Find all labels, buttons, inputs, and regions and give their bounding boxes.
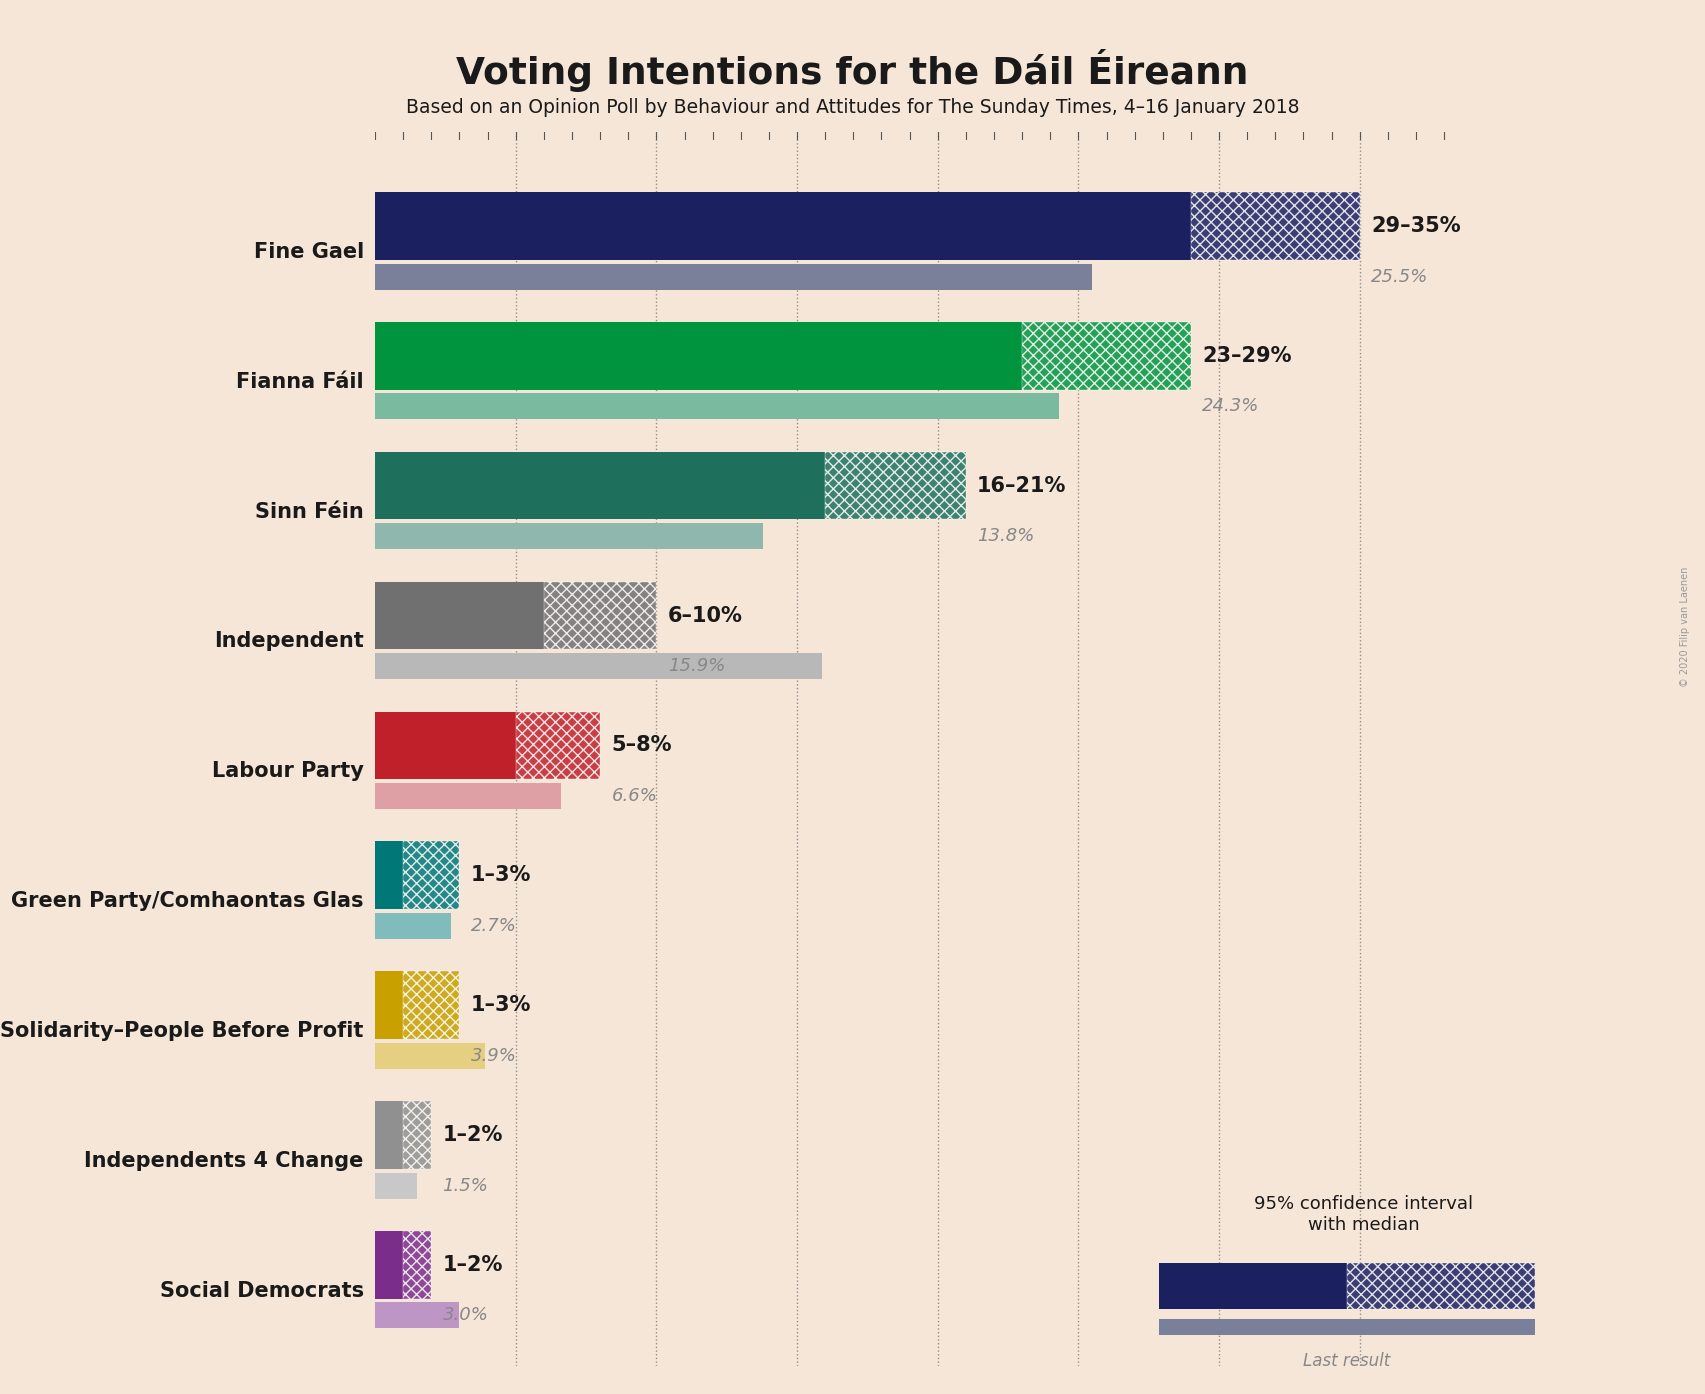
Text: 6.6%: 6.6% — [612, 788, 658, 804]
Text: 15.9%: 15.9% — [668, 657, 725, 675]
Text: 16–21%: 16–21% — [977, 475, 1067, 496]
Bar — [375, 972, 404, 1039]
Text: Independents 4 Change: Independents 4 Change — [85, 1151, 363, 1171]
Text: 1–3%: 1–3% — [471, 866, 532, 885]
Text: Social Democrats: Social Democrats — [160, 1281, 363, 1301]
Text: Labour Party: Labour Party — [211, 761, 363, 782]
Bar — [404, 1231, 431, 1299]
Bar — [375, 192, 1190, 259]
Text: Solidarity–People Before Profit: Solidarity–People Before Profit — [0, 1020, 363, 1041]
Text: Fine Gael: Fine Gael — [254, 243, 363, 262]
Text: 24.3%: 24.3% — [1202, 397, 1260, 415]
Text: 3.9%: 3.9% — [471, 1047, 517, 1065]
Bar — [375, 842, 404, 909]
Bar — [375, 1302, 460, 1328]
Bar — [375, 1231, 404, 1299]
Bar — [375, 783, 561, 809]
Bar — [375, 452, 825, 520]
Bar — [375, 263, 1093, 290]
Text: © 2020 Filip van Laenen: © 2020 Filip van Laenen — [1679, 567, 1690, 687]
Text: 1–2%: 1–2% — [443, 1255, 503, 1276]
Bar — [1159, 1319, 1534, 1340]
Text: 95% confidence interval
with median: 95% confidence interval with median — [1255, 1195, 1473, 1234]
Text: 25.5%: 25.5% — [1371, 268, 1429, 286]
Bar — [404, 1101, 431, 1168]
Bar — [375, 1101, 404, 1168]
Bar — [375, 654, 822, 679]
Bar — [1023, 322, 1190, 389]
Text: 23–29%: 23–29% — [1202, 346, 1292, 365]
Text: 1–2%: 1–2% — [443, 1125, 503, 1144]
Bar — [1159, 1263, 1347, 1309]
Text: Based on an Opinion Poll by Behaviour and Attitudes for The Sunday Times, 4–16 J: Based on an Opinion Poll by Behaviour an… — [406, 98, 1299, 117]
Text: 29–35%: 29–35% — [1371, 216, 1461, 236]
Text: 13.8%: 13.8% — [977, 527, 1035, 545]
Bar — [517, 711, 600, 779]
Text: 2.7%: 2.7% — [471, 917, 517, 935]
Text: Fianna Fáil: Fianna Fáil — [237, 372, 363, 392]
Bar — [375, 322, 1023, 389]
Bar — [375, 1172, 418, 1199]
Bar — [375, 711, 517, 779]
Text: 3.0%: 3.0% — [443, 1306, 489, 1324]
Bar — [1190, 192, 1361, 259]
Text: 1.5%: 1.5% — [443, 1177, 489, 1195]
Bar — [404, 842, 460, 909]
Bar — [375, 581, 544, 650]
Text: Voting Intentions for the Dáil Éireann: Voting Intentions for the Dáil Éireann — [457, 49, 1248, 92]
Text: 5–8%: 5–8% — [612, 736, 672, 756]
Text: 6–10%: 6–10% — [668, 605, 743, 626]
Text: Sinn Féin: Sinn Féin — [256, 502, 363, 521]
Bar — [404, 972, 460, 1039]
Bar — [825, 452, 967, 520]
Bar — [375, 1043, 484, 1069]
Bar — [375, 913, 452, 940]
Bar — [375, 393, 1059, 420]
Text: 1–3%: 1–3% — [471, 995, 532, 1015]
Bar — [1347, 1263, 1534, 1309]
Bar — [375, 523, 764, 549]
Bar — [544, 581, 656, 650]
Text: Green Party/Comhaontas Glas: Green Party/Comhaontas Glas — [12, 891, 363, 912]
Text: Last result: Last result — [1303, 1352, 1391, 1370]
Text: Independent: Independent — [215, 631, 363, 651]
